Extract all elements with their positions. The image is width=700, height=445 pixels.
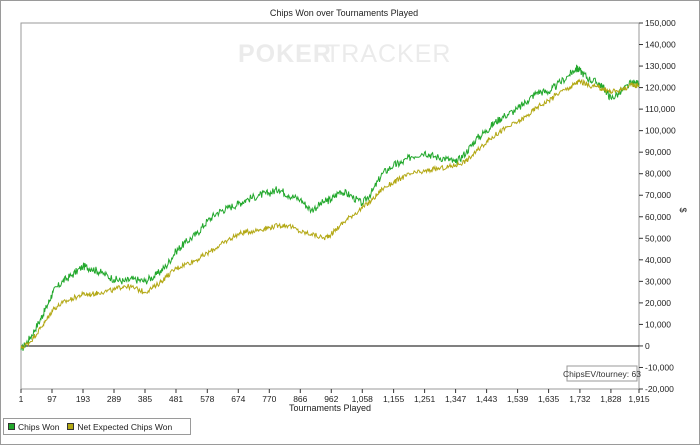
x-tick-label: 1,347 [445, 394, 467, 404]
watermark-tracker: TRACKER [325, 40, 451, 68]
legend-swatch-net-expected [67, 423, 75, 430]
y-tick-label: -10,000 [645, 362, 674, 372]
legend-label-chips-won: Chips Won [18, 421, 60, 432]
y-tick-label: 90,000 [645, 147, 671, 157]
series-layer [20, 64, 640, 351]
x-tick-label: 1,915 [628, 394, 650, 404]
x-tick-label: 385 [138, 394, 152, 404]
x-tick-label: 1,732 [569, 394, 591, 404]
annotation-box [566, 365, 638, 382]
y-tick-label: 80,000 [645, 169, 671, 179]
x-tick-label: 97 [47, 394, 57, 404]
y-tick-label: 70,000 [645, 190, 671, 200]
y-tick-label: 140,000 [645, 40, 676, 50]
legend-item-chips-won[interactable]: Chips Won [8, 422, 59, 432]
x-tick-label: 1,155 [383, 394, 405, 404]
legend-label-net-expected: Net Expected Chips Won [77, 421, 173, 432]
y-tick-label: 10,000 [645, 319, 671, 329]
y-axis: -20,000 -10,000 0 10,000 20,000 30,000 40,000 5… [639, 18, 676, 394]
x-tick-label: 1,443 [476, 394, 498, 404]
x-tick-label: 1,635 [538, 394, 560, 404]
x-tick-label: 481 [169, 394, 183, 404]
y-tick-label: 150,000 [645, 18, 676, 28]
x-tick-label: 578 [200, 394, 214, 404]
x-tick-label: 1,251 [414, 394, 436, 404]
x-tick-label: 289 [107, 394, 121, 404]
x-tick-label: 1 [19, 394, 24, 404]
y-tick-label: 60,000 [645, 212, 671, 222]
x-axis: 1 97 193 289 385 481 578 674 770 866 962 1,058 1,155… [19, 389, 650, 404]
y-tick-label: -20,000 [645, 384, 674, 394]
y-tick-label: 20,000 [645, 298, 671, 308]
series-line-chips-won [20, 64, 640, 351]
x-tick-label: 1,828 [600, 394, 622, 404]
y-tick-label: 0 [645, 341, 650, 351]
y-tick-label: 40,000 [645, 255, 671, 265]
y-tick-label: 110,000 [645, 104, 675, 114]
x-tick-label: 674 [231, 394, 245, 404]
legend: Chips Won Net Expected Chips Won [3, 418, 191, 435]
chart-title: Chips Won over Tournaments Played [270, 8, 418, 18]
y-tick-label: 50,000 [645, 233, 671, 243]
plot-area [20, 22, 640, 390]
x-tick-label: 866 [293, 394, 307, 404]
x-tick-label: 962 [324, 394, 338, 404]
y-unit-symbol: $ [678, 207, 688, 212]
series-line-net-expected-chips-won [20, 78, 640, 350]
x-tick-label: 1,058 [352, 394, 374, 404]
y-tick-label: 130,000 [645, 61, 676, 71]
y-tick-label: 100,000 [645, 126, 676, 136]
x-axis-title: Tournaments Played [289, 403, 371, 413]
watermark-poker: POKER [238, 40, 332, 68]
legend-item-net-expected[interactable]: Net Expected Chips Won [67, 422, 172, 432]
x-tick-label: 193 [76, 394, 90, 404]
annotation-text: ChipsEV/tourney: 63 [563, 369, 641, 379]
y-tick-label: 120,000 [645, 83, 676, 93]
x-tick-label: 770 [262, 394, 276, 404]
legend-swatch-chips-won [8, 423, 15, 430]
watermark: POKER TRACKER [238, 40, 451, 68]
x-tick-label: 1,539 [507, 394, 529, 404]
y-tick-label: 30,000 [645, 276, 671, 286]
